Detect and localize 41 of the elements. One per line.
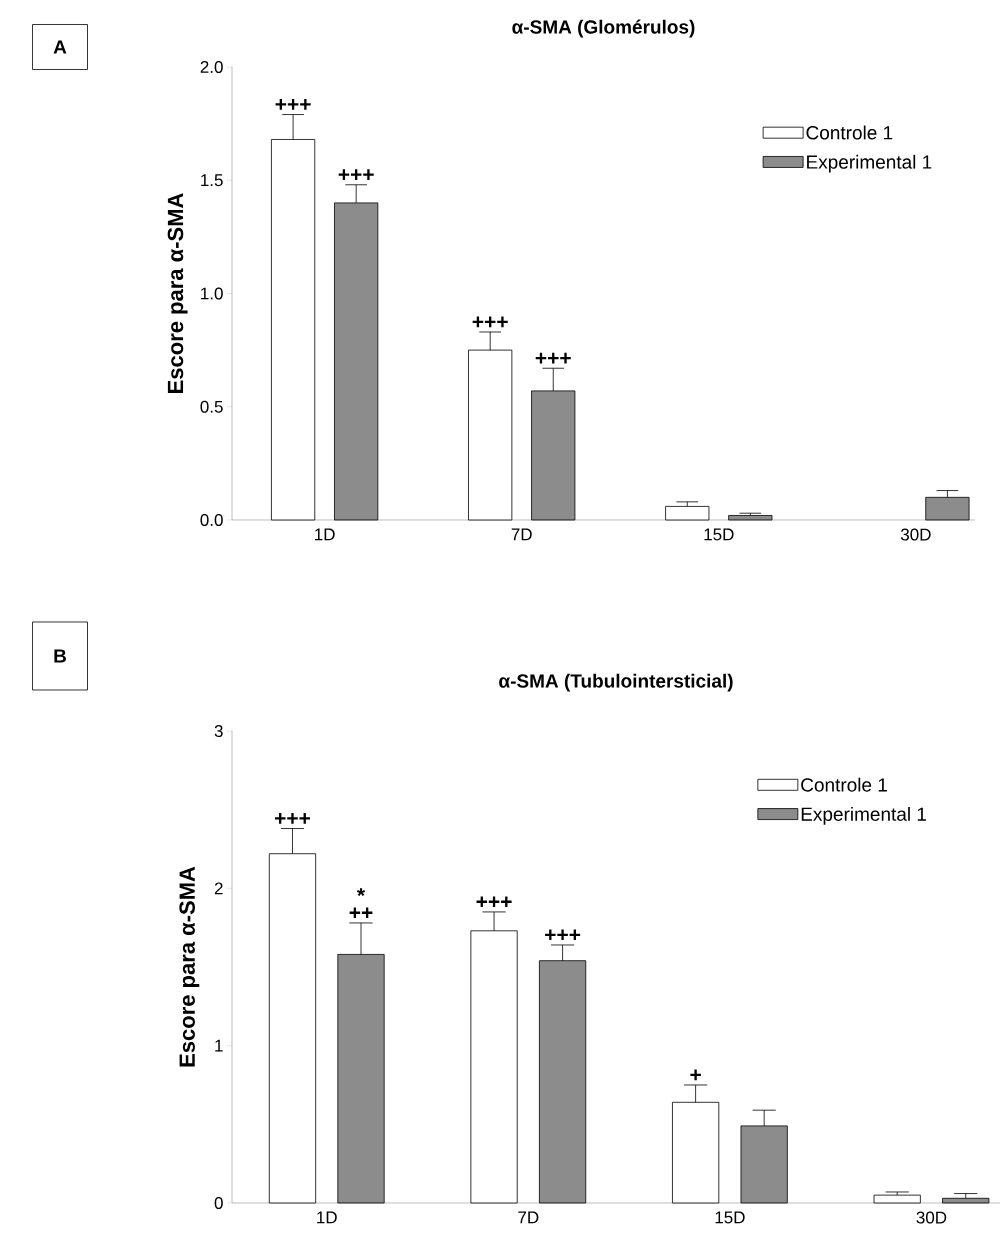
x-tick-label: 1D xyxy=(317,1211,337,1224)
y-tick-label: 2 xyxy=(214,882,223,895)
x-tick-label: 15D xyxy=(704,528,734,541)
chart-title: α-SMA (Tubulointersticial) xyxy=(499,673,733,692)
annotation: +++ xyxy=(274,813,311,824)
legend-label: Controle 1 xyxy=(806,125,893,140)
annotation: +++ xyxy=(476,896,512,908)
y-tick-label: 2.0 xyxy=(200,60,223,74)
y-axis-title: Escore para α-SMA xyxy=(179,866,200,1067)
annotation: +++ xyxy=(275,99,311,110)
x-tick-label: 15D xyxy=(715,1211,745,1224)
y-tick-label: 1 xyxy=(215,1039,223,1052)
x-tick-label: 30D xyxy=(900,528,931,541)
x-tick-label: 1D xyxy=(315,528,335,541)
y-tick-label: 0.0 xyxy=(200,513,223,527)
bar xyxy=(728,515,773,521)
text: B xyxy=(54,649,66,663)
annotation: +++ xyxy=(545,929,581,941)
y-tick-label: 0.5 xyxy=(200,400,223,413)
annotation: ++ xyxy=(349,907,373,919)
legend-label: Experimental 1 xyxy=(801,806,926,825)
chart-title: α-SMA (Glomérulos) xyxy=(512,19,695,38)
bar xyxy=(665,506,710,521)
y-tick-label: 3 xyxy=(214,724,223,738)
x-tick-label: 7D xyxy=(518,1211,539,1224)
y-axis-title: Escore para α-SMA xyxy=(167,193,188,393)
text: A xyxy=(53,40,67,54)
legend-label: Experimental 1 xyxy=(807,154,932,173)
x-tick-label: 30D xyxy=(916,1211,947,1224)
annotation: +++ xyxy=(472,316,508,328)
y-tick-label: 1.5 xyxy=(201,174,223,187)
y-tick-label: 1.0 xyxy=(201,287,223,300)
annotation: + xyxy=(690,1069,701,1081)
annotation: +++ xyxy=(338,169,374,180)
bar xyxy=(942,1197,990,1204)
annotation: +++ xyxy=(535,352,571,364)
x-tick-label: 7D xyxy=(511,528,532,541)
y-tick-label: 0 xyxy=(214,1196,223,1210)
legend-label: Controle 1 xyxy=(801,777,887,792)
bar xyxy=(873,1194,921,1204)
annotation: * xyxy=(356,888,366,897)
